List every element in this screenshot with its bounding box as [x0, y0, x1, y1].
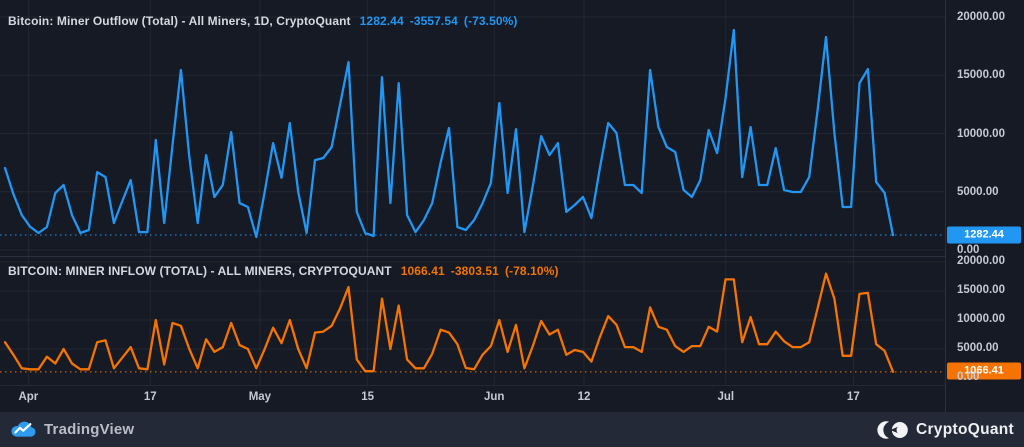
inflow-title: BITCOIN: MINER INFLOW (TOTAL) - ALL MINE…	[8, 264, 392, 278]
inflow-last-value: 1066.41	[400, 264, 445, 278]
tradingview-label: TradingView	[44, 421, 135, 438]
outflow-change: -3557.54	[409, 14, 458, 28]
outflow-legend[interactable]: Bitcoin: Miner Outflow (Total) - All Min…	[8, 14, 518, 28]
inflow-ytick-10000.00: 10000.00	[957, 313, 1005, 325]
outflow-last-value: 1282.44	[359, 14, 404, 28]
inflow-legend[interactable]: BITCOIN: MINER INFLOW (TOTAL) - ALL MINE…	[8, 264, 559, 278]
outflow-ytick-0.00: 0.00	[957, 244, 980, 256]
outflow-title: Bitcoin: Miner Outflow (Total) - All Min…	[8, 14, 351, 28]
outflow-change-pct: (-73.50%)	[463, 14, 518, 28]
xtick-17: 17	[143, 391, 157, 403]
footer-bar: TradingView CryptoQuant	[0, 412, 1024, 447]
xtick-jul: Jul	[717, 391, 735, 403]
xtick-apr: Apr	[18, 391, 39, 403]
inflow-series-line	[3, 272, 895, 373]
cryptoquant-brand[interactable]: CryptoQuant	[876, 419, 1014, 441]
xtick-12: 12	[577, 391, 591, 403]
xtick-jun: Jun	[484, 391, 505, 403]
cryptoquant-logo-icon	[877, 420, 908, 439]
inflow-price-badge: 1066.41	[947, 362, 1021, 380]
inflow-ytick-5000.00: 5000.00	[957, 342, 999, 354]
outflow-ytick-5000.00: 5000.00	[957, 185, 999, 198]
tradingview-brand[interactable]: TradingView	[10, 420, 134, 439]
xtick-may: May	[248, 391, 272, 403]
outflow-ytick-20000.00: 20000.00	[957, 11, 1005, 23]
price-axis[interactable]: 1282.44 1066.41 20000.00 15000.00 10000.00…	[945, 0, 1024, 412]
outflow-chart-canvas[interactable]	[0, 0, 945, 256]
outflow-panel[interactable]: Bitcoin: Miner Outflow (Total) - All Min…	[0, 0, 945, 256]
tradingview-logo-icon	[11, 421, 36, 437]
cryptoquant-label: CryptoQuant	[915, 420, 1014, 438]
inflow-ytick-20000.00: 20000.00	[957, 255, 1005, 267]
outflow-ytick-15000.00: 15000.00	[957, 69, 1005, 82]
inflow-ytick-15000.00: 15000.00	[957, 284, 1005, 296]
inflow-chart-canvas[interactable]	[0, 257, 945, 385]
plot-area: Bitcoin: Miner Outflow (Total) - All Min…	[0, 0, 945, 385]
xtick-17: 17	[846, 391, 860, 403]
inflow-change-pct: (-78.10%)	[504, 264, 559, 278]
inflow-ytick-0.00: 0.00	[957, 371, 980, 383]
outflow-series-line	[3, 28, 895, 239]
outflow-ytick-10000.00: 10000.00	[957, 127, 1005, 140]
inflow-panel[interactable]: BITCOIN: MINER INFLOW (TOTAL) - ALL MINE…	[0, 256, 945, 385]
xtick-15: 15	[361, 391, 374, 403]
inflow-change: -3803.51	[450, 264, 499, 278]
outflow-price-badge: 1282.44	[947, 226, 1021, 244]
time-axis[interactable]: Apr 17 May 15 Jun 12 Jul 17	[0, 385, 945, 412]
